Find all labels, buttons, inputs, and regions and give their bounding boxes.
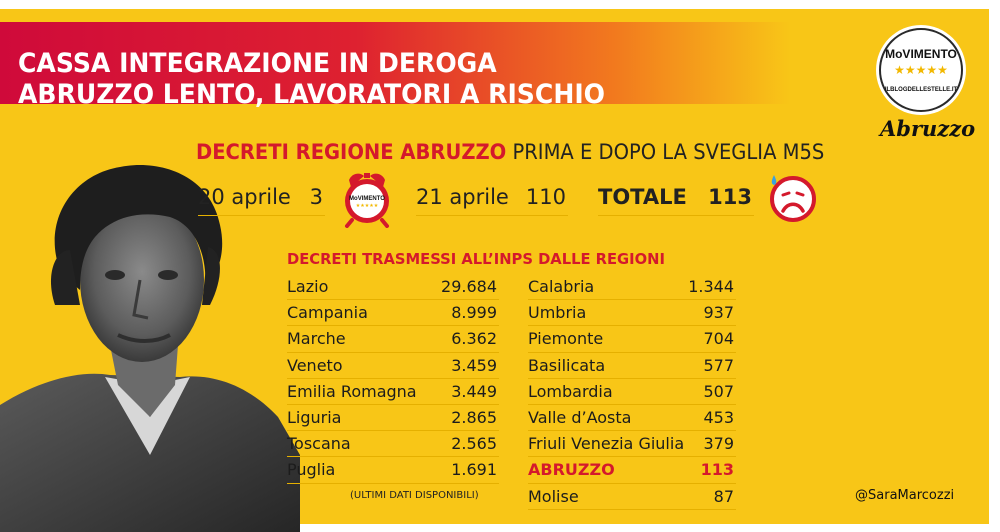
- table-row: Puglia 1.691: [287, 457, 499, 484]
- subtitle-strong: DECRETI REGIONE ABRUZZO: [196, 140, 507, 164]
- title-line-2: ABRUZZO LENTO, LAVORATORI A RISCHIO: [18, 79, 606, 110]
- logo-word: MoVIMENTO: [885, 47, 957, 61]
- table-heading: DECRETI TRASMESSI ALL’INPS DALLE REGIONI: [287, 250, 665, 268]
- region-value: 507: [703, 381, 734, 401]
- table-row: Liguria 2.865: [287, 405, 499, 432]
- region-name: Liguria: [287, 407, 342, 427]
- region-name: ABRUZZO: [528, 460, 615, 480]
- subtitle: DECRETI REGIONE ABRUZZO PRIMA E DOPO LA …: [196, 140, 824, 164]
- stat-total: TOTALE 113: [598, 181, 754, 216]
- table-row: Lombardia 507: [528, 379, 736, 405]
- logo-stars-icon: ★★★★★: [894, 63, 948, 77]
- author-handle: @SaraMarcozzi: [855, 488, 955, 503]
- region-value: 704: [703, 329, 734, 349]
- table-row: Emilia Romagna 3.449: [287, 379, 499, 405]
- region-value: 577: [703, 355, 734, 375]
- stat-after-label: 21 aprile: [416, 185, 509, 209]
- portrait-photo: [0, 165, 300, 532]
- region-value: 29.684: [441, 277, 497, 296]
- table-row: Marche 6.362: [287, 326, 499, 353]
- table-row: Campania 8.999: [287, 300, 499, 327]
- region-value: 453: [703, 407, 734, 427]
- svg-text:★★★★★: ★★★★★: [356, 203, 379, 209]
- stat-total-value: 113: [708, 185, 752, 209]
- alarm-clock-icon: MoVIMENTO ★★★★★: [345, 173, 389, 228]
- clock-logo-text: MoVIMENTO: [349, 196, 385, 202]
- movimento-logo: MoVIMENTO ★★★★★ ILBLOGDELLESTELLE.IT: [876, 25, 966, 115]
- region-value: 113: [700, 460, 734, 480]
- table-row: Calabria 1.344: [528, 274, 736, 301]
- region-name: Campania: [287, 303, 368, 323]
- region-name: Toscana: [287, 434, 351, 454]
- table-row: Valle d’Aosta 453: [528, 405, 736, 432]
- stat-before-value: 3: [309, 185, 323, 209]
- region-name: Lazio: [287, 277, 329, 296]
- region-value: 2.565: [451, 434, 497, 454]
- region-name: Umbria: [528, 303, 587, 323]
- logo-blog-text: ILBLOGDELLESTELLE.IT: [884, 87, 958, 93]
- region-value: 87: [713, 486, 734, 506]
- stat-after: 21 aprile 110: [416, 181, 568, 216]
- region-name: Lombardia: [528, 381, 613, 401]
- stat-after-value: 110: [525, 185, 566, 209]
- table-row: Umbria 937: [528, 300, 736, 327]
- region-value: 3.459: [451, 355, 497, 375]
- subtitle-rest: PRIMA E DOPO LA SVEGLIA M5S: [512, 140, 825, 164]
- sad-face-icon: [770, 175, 816, 222]
- table-row: Friuli Venezia Giulia 379: [528, 431, 736, 458]
- table-row: Piemonte 704: [528, 326, 736, 353]
- stat-total-label: TOTALE: [598, 185, 687, 209]
- table-row: Molise 87: [528, 484, 736, 510]
- region-name: Valle d’Aosta: [528, 407, 632, 427]
- region-name: Basilicata: [528, 355, 606, 375]
- region-value: 379: [703, 434, 734, 454]
- title-line-1: CASSA INTEGRAZIONE IN DEROGA: [18, 48, 497, 79]
- logo-region: Abruzzo: [880, 116, 976, 141]
- region-name: Puglia: [287, 460, 336, 480]
- region-value: 3.449: [451, 381, 497, 401]
- region-value: 6.362: [451, 329, 497, 349]
- stat-before-label: 20 aprile: [198, 185, 291, 209]
- logo-ring: [879, 28, 963, 112]
- table-row: ABRUZZO 113: [528, 457, 736, 484]
- region-name: Piemonte: [528, 329, 604, 349]
- region-value: 2.865: [451, 407, 497, 427]
- region-name: Molise: [528, 486, 579, 506]
- region-name: Calabria: [528, 277, 595, 296]
- region-name: Veneto: [287, 355, 343, 375]
- title-banner: CASSA INTEGRAZIONE IN DEROGA ABRUZZO LEN…: [0, 22, 790, 110]
- region-value: 8.999: [451, 303, 497, 323]
- table-row: Toscana 2.565: [287, 431, 499, 458]
- table-row: Veneto 3.459: [287, 353, 499, 379]
- table-row: Lazio 29.684: [287, 274, 499, 301]
- table-column-left: Lazio 29.684 Campania 8.999 Marche 6.362 Venet…: [287, 274, 499, 484]
- region-value: 1.344: [688, 277, 734, 296]
- stat-before: 20 aprile 3: [198, 181, 325, 216]
- region-value: 937: [703, 303, 734, 323]
- footnote: (ULTIMI DATI DISPONIBILI): [350, 490, 479, 501]
- region-value: 1.691: [451, 460, 497, 480]
- table-column-right: Calabria 1.344 Umbria 937 Piemonte 704 Basilic…: [528, 274, 736, 510]
- region-name: Friuli Venezia Giulia: [528, 434, 685, 454]
- table-row: Basilicata 577: [528, 353, 736, 379]
- region-name: Marche: [287, 329, 346, 349]
- region-name: Emilia Romagna: [287, 381, 417, 401]
